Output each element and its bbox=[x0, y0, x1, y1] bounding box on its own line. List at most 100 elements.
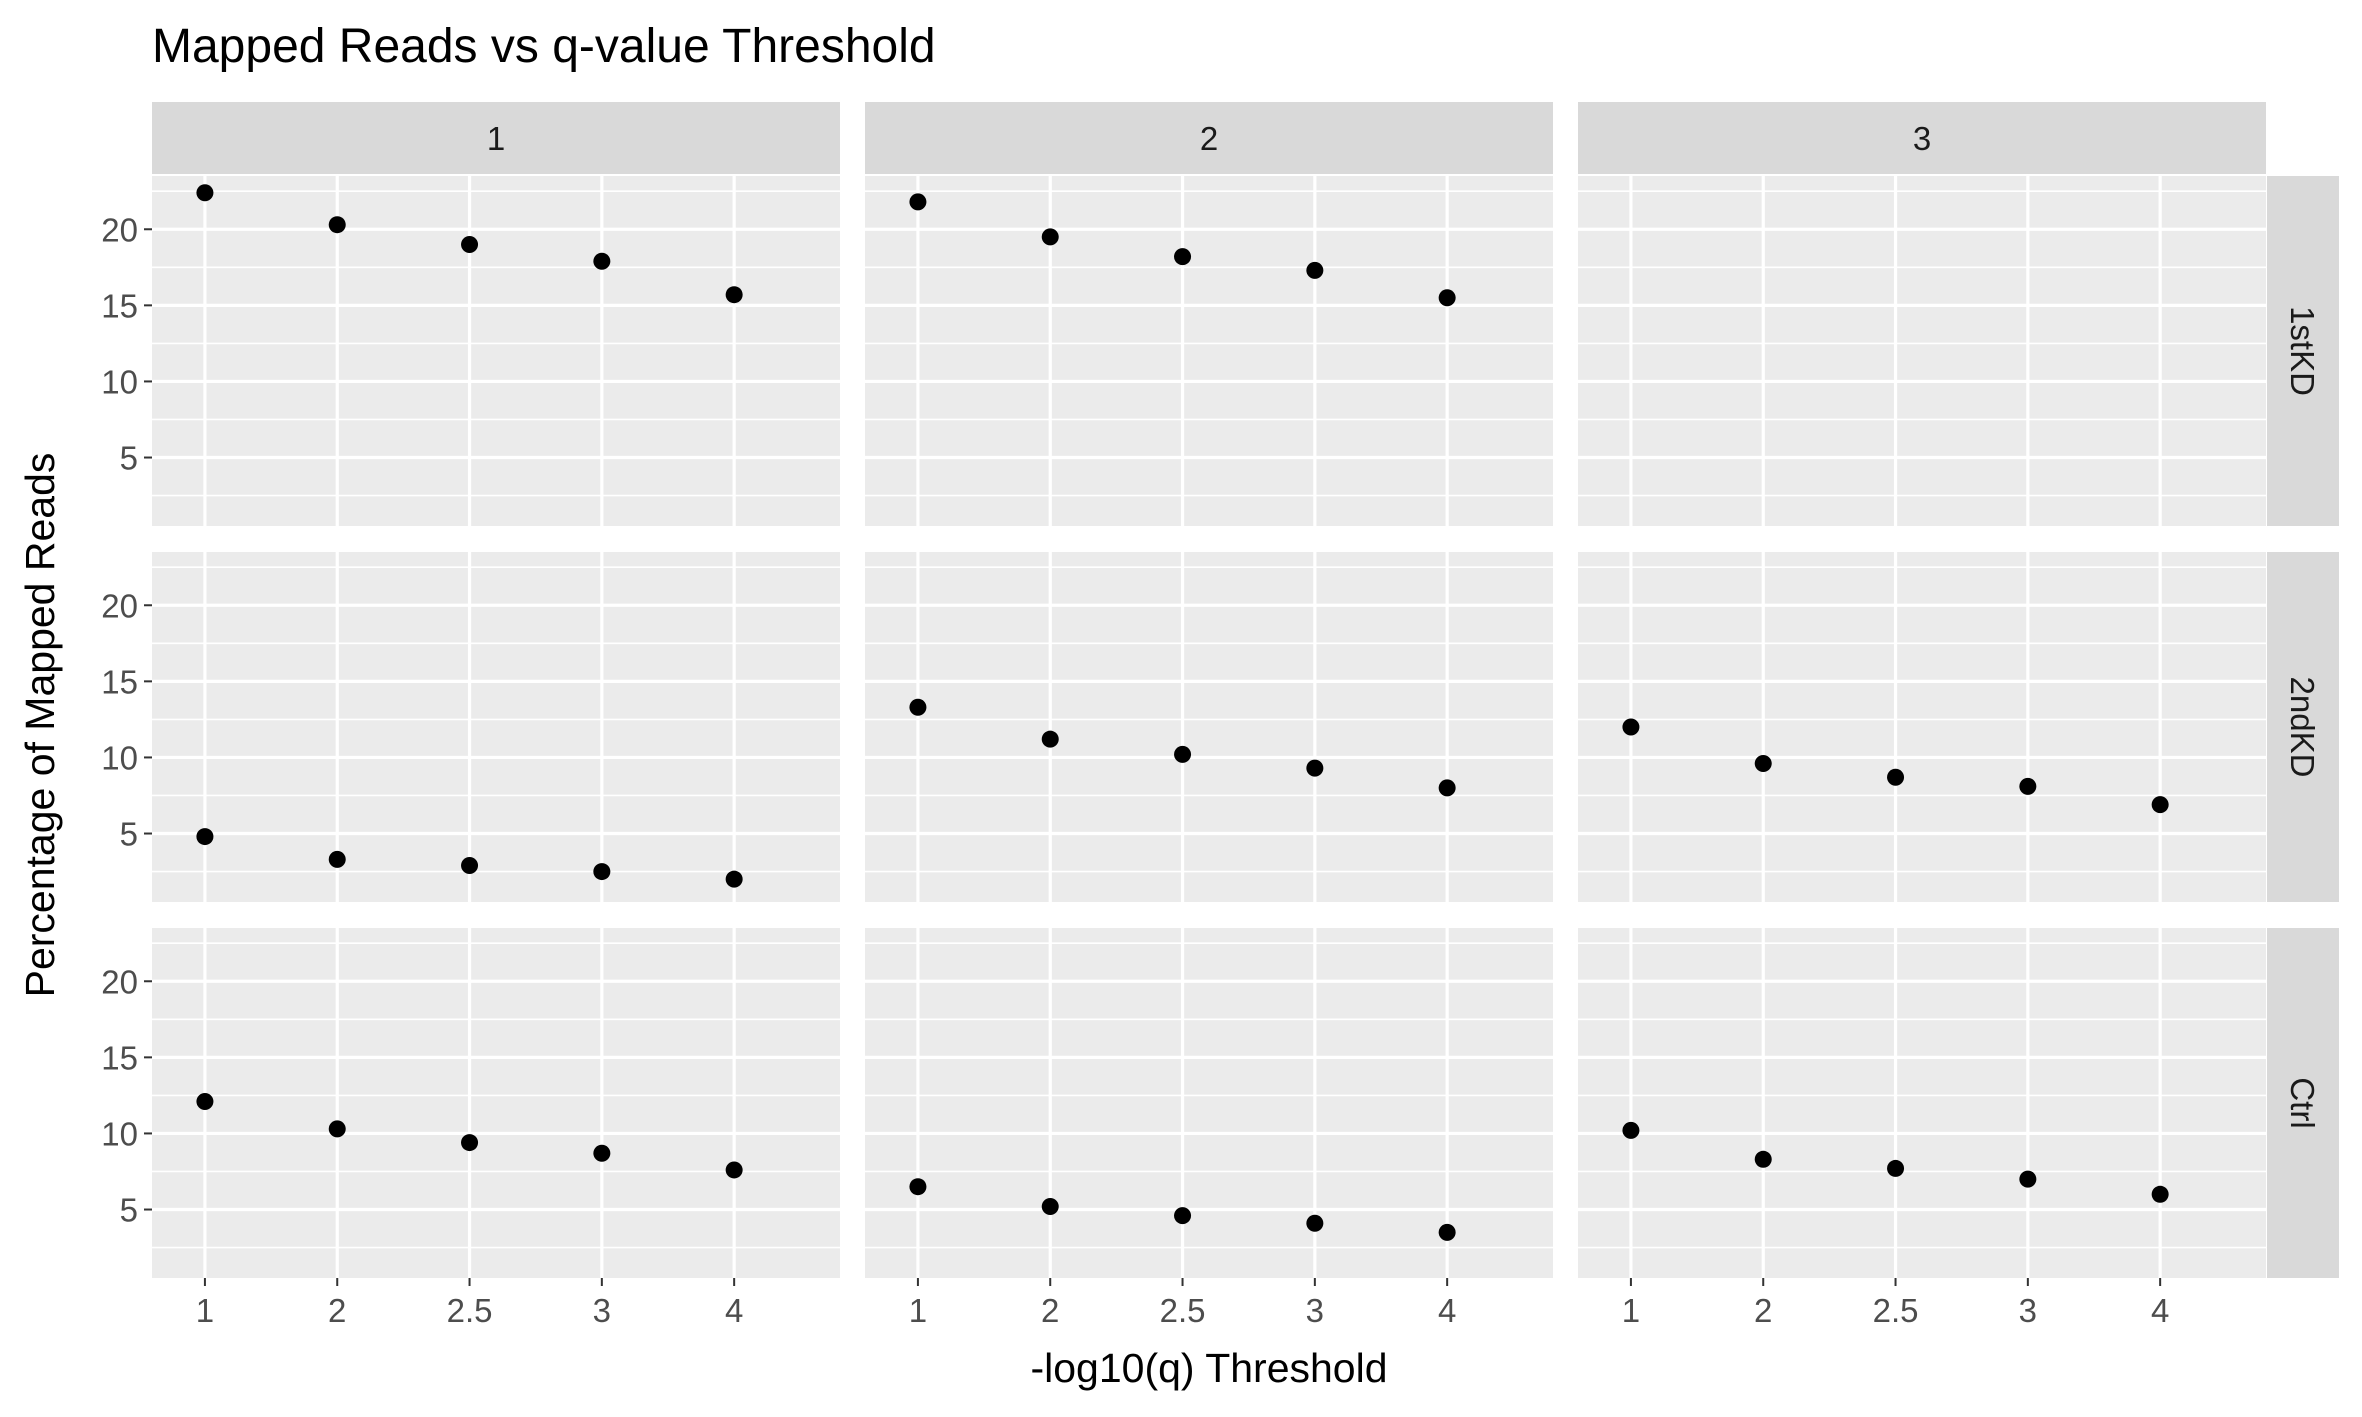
data-point bbox=[725, 1161, 743, 1179]
facet-panel-ctrl-3 bbox=[1578, 928, 2266, 1278]
x-tick-label: 1 bbox=[1622, 1292, 1640, 1329]
y-tick-label: 10 bbox=[101, 363, 138, 400]
x-tick-label: 4 bbox=[2151, 1292, 2169, 1329]
data-point bbox=[1306, 759, 1324, 777]
panel-background bbox=[865, 552, 1553, 902]
x-tick-label: 4 bbox=[1438, 1292, 1456, 1329]
data-point bbox=[725, 870, 743, 888]
x-axis-title: -log10(q) Threshold bbox=[1030, 1345, 1387, 1391]
y-tick-label: 15 bbox=[101, 287, 138, 324]
y-tick-label: 15 bbox=[101, 1039, 138, 1076]
data-point bbox=[328, 1120, 346, 1138]
data-point bbox=[1622, 718, 1640, 736]
x-tick-label: 2.5 bbox=[1873, 1292, 1919, 1329]
data-point bbox=[593, 863, 611, 881]
x-tick-label: 2.5 bbox=[447, 1292, 493, 1329]
facet-strip-column-label: 3 bbox=[1913, 120, 1931, 157]
panel-background bbox=[865, 928, 1553, 1278]
data-point bbox=[593, 252, 611, 270]
data-point bbox=[1174, 1207, 1192, 1225]
x-tick-label: 4 bbox=[725, 1292, 743, 1329]
y-tick-label: 5 bbox=[120, 816, 138, 853]
facet-panels: 1 2 3 1stKD 2ndKD Ctrl 5 10 15 20 5 10 15 20 5 10 15 20 1 2… bbox=[101, 102, 2339, 1329]
x-tick-label: 3 bbox=[1306, 1292, 1324, 1329]
data-point bbox=[1041, 1197, 1059, 1215]
data-point bbox=[328, 216, 346, 234]
data-point bbox=[1438, 779, 1456, 797]
data-point bbox=[1887, 768, 1905, 786]
y-tick-label: 20 bbox=[101, 963, 138, 1000]
data-point bbox=[461, 856, 479, 874]
facet-panel-1stkd-3 bbox=[1578, 176, 2266, 526]
y-tick-label: 10 bbox=[101, 739, 138, 776]
x-tick-label: 2 bbox=[1041, 1292, 1059, 1329]
data-point bbox=[1887, 1159, 1905, 1177]
facet-strip-row-1stkd bbox=[2267, 176, 2339, 526]
x-tick-label: 1 bbox=[196, 1292, 214, 1329]
data-point bbox=[1754, 1150, 1772, 1168]
x-tick-label: 1 bbox=[909, 1292, 927, 1329]
facet-panel-2ndkd-1 bbox=[152, 552, 840, 902]
y-tick-label: 10 bbox=[101, 1115, 138, 1152]
panel-background bbox=[1578, 176, 2266, 526]
data-point bbox=[1622, 1121, 1640, 1139]
x-tick-label: 3 bbox=[2019, 1292, 2037, 1329]
data-point bbox=[1041, 228, 1059, 246]
panel-background bbox=[865, 176, 1553, 526]
facet-strip-row-ctrl bbox=[2267, 928, 2339, 1278]
facet-panel-ctrl-2 bbox=[865, 928, 1553, 1278]
x-tick-label: 2 bbox=[1754, 1292, 1772, 1329]
y-tick-label: 5 bbox=[120, 440, 138, 477]
panel-background bbox=[1578, 552, 2266, 902]
data-point bbox=[1306, 261, 1324, 279]
data-point bbox=[909, 193, 927, 211]
x-tick-label: 3 bbox=[593, 1292, 611, 1329]
data-point bbox=[1041, 730, 1059, 748]
facet-strip-column-label: 2 bbox=[1200, 120, 1218, 157]
data-point bbox=[196, 1092, 214, 1110]
facet-strip-column-2 bbox=[865, 102, 1553, 174]
chart-title: Mapped Reads vs q-value Threshold bbox=[152, 20, 936, 73]
data-point bbox=[2019, 1170, 2037, 1188]
facet-panel-2ndkd-3 bbox=[1578, 552, 2266, 902]
data-point bbox=[1438, 1223, 1456, 1241]
facet-strip-row-2ndkd bbox=[2267, 552, 2339, 902]
y-tick-label: 5 bbox=[120, 1192, 138, 1229]
panel-background bbox=[1578, 928, 2266, 1278]
x-tick-label: 2 bbox=[328, 1292, 346, 1329]
data-point bbox=[1438, 289, 1456, 307]
data-point bbox=[328, 850, 346, 868]
data-point bbox=[461, 235, 479, 253]
data-point bbox=[196, 184, 214, 202]
facet-strip-column-1 bbox=[152, 102, 840, 174]
facet-panel-1stkd-1 bbox=[152, 176, 840, 526]
panel-background bbox=[152, 176, 840, 526]
data-point bbox=[1754, 755, 1772, 773]
data-point bbox=[2151, 796, 2169, 814]
y-tick-label: 20 bbox=[101, 211, 138, 248]
facet-strip-column-3 bbox=[1578, 102, 2266, 174]
data-point bbox=[725, 286, 743, 304]
x-tick-label: 2.5 bbox=[1160, 1292, 1206, 1329]
facet-strip-row-label: 2ndKD bbox=[2284, 677, 2321, 778]
data-point bbox=[1174, 248, 1192, 266]
facet-panel-ctrl-1 bbox=[152, 928, 840, 1278]
data-point bbox=[1174, 745, 1192, 763]
y-axis-title: Percentage of Mapped Reads bbox=[17, 453, 63, 998]
facet-strip-row-label: Ctrl bbox=[2284, 1077, 2321, 1128]
panel-background bbox=[152, 552, 840, 902]
data-point bbox=[909, 1178, 927, 1196]
data-point bbox=[593, 1144, 611, 1162]
data-point bbox=[461, 1134, 479, 1152]
y-tick-label: 15 bbox=[101, 663, 138, 700]
facet-panel-1stkd-2 bbox=[865, 176, 1553, 526]
data-point bbox=[1306, 1214, 1324, 1232]
facet-panel-2ndkd-2 bbox=[865, 552, 1553, 902]
panel-background bbox=[152, 928, 840, 1278]
data-point bbox=[196, 828, 214, 846]
y-tick-label: 20 bbox=[101, 587, 138, 624]
facet-strip-column-label: 1 bbox=[487, 120, 505, 157]
data-point bbox=[2019, 777, 2037, 795]
data-point bbox=[2151, 1185, 2169, 1203]
